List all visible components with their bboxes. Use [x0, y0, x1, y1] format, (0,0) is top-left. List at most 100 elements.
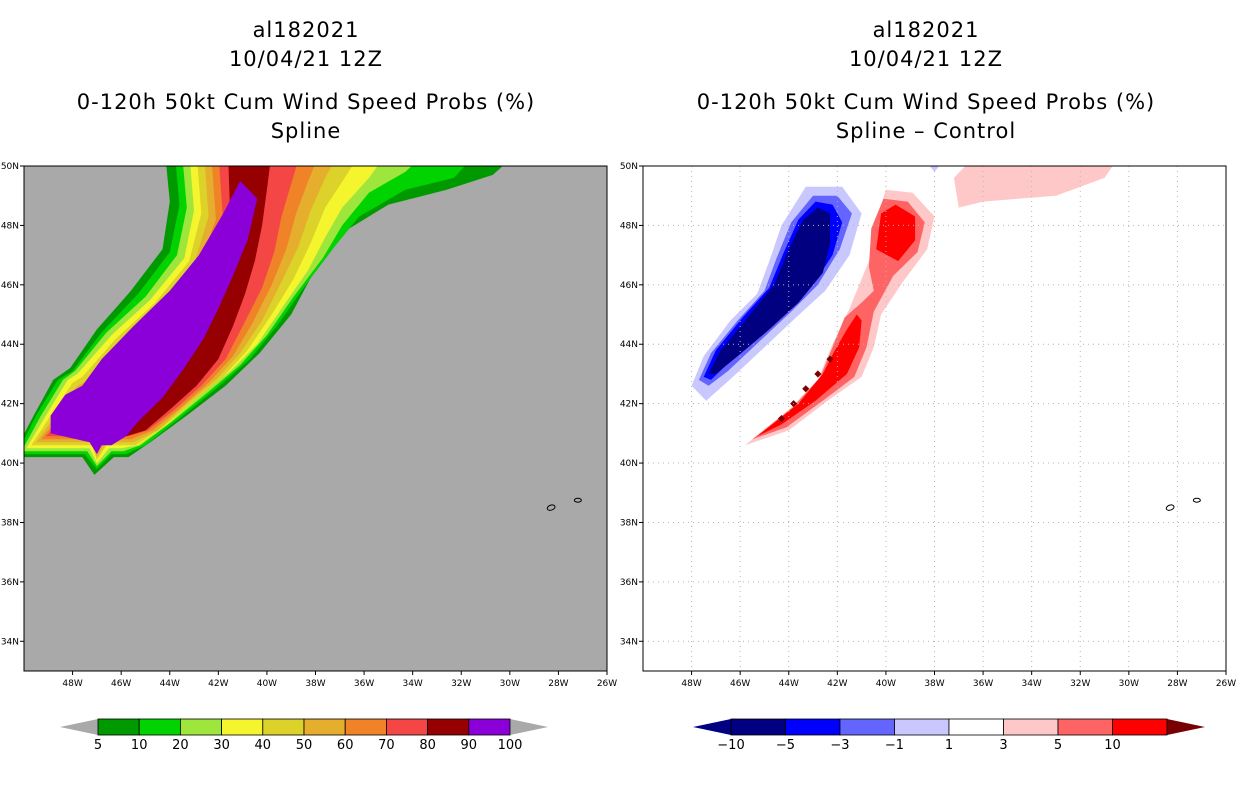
- x-tick-label: 34W: [1021, 679, 1041, 689]
- colorbar-tick-label: 20: [172, 738, 189, 753]
- left-subtitle: Spline: [270, 119, 342, 143]
- colorbar-cell: [385, 718, 428, 736]
- right-init-time: 10/04/21 12Z: [848, 47, 1004, 71]
- left-init-time: 10/04/21 12Z: [228, 47, 384, 71]
- x-tick-label: 44W: [160, 679, 180, 689]
- y-tick-label: 44N: [620, 340, 638, 350]
- colorbar-tick-label: 30: [213, 738, 230, 753]
- y-tick-label: 48N: [1, 221, 19, 231]
- x-tick-label: 42W: [208, 679, 228, 689]
- colorbar-cell: [138, 718, 181, 736]
- y-tick-label: 38N: [620, 518, 638, 528]
- x-tick-label: 44W: [779, 679, 799, 689]
- y-tick-label: 46N: [1, 281, 19, 291]
- colorbar-1: −10 −5 −3 −1 1 3 5 10: [693, 718, 1205, 753]
- x-tick-label: 40W: [876, 679, 896, 689]
- x-tick-label: 46W: [730, 679, 750, 689]
- colorbar-tick-label: −10: [717, 738, 744, 753]
- colorbar-tick-label: 5: [1054, 738, 1062, 753]
- x-tick-label: 38W: [924, 679, 944, 689]
- colorbar-tick-label: −5: [776, 738, 795, 753]
- colorbar-cell: [468, 718, 511, 736]
- colorbar-tick-label: 50: [296, 738, 313, 753]
- right-storm-id: al182021: [872, 18, 980, 42]
- prob-contour-90pct: [50, 180, 258, 455]
- colorbar-cell: [303, 718, 346, 736]
- colorbar-cell: [730, 718, 786, 736]
- right-panel-title: al182021 10/04/21 12Z 0-120h 50kt Cum Wi…: [646, 16, 1206, 146]
- x-tick-label: 42W: [827, 679, 847, 689]
- difference-field: [691, 166, 1113, 446]
- colorbar-cell: [894, 718, 950, 736]
- colorbar-extend-low: [60, 719, 98, 735]
- diff-contour-neg-1-patch: [929, 166, 940, 172]
- island-outline: [573, 497, 582, 503]
- x-tick-label: 48W: [62, 679, 82, 689]
- y-tick-label: 34N: [1, 637, 19, 647]
- colorbar-extend-high: [510, 719, 548, 735]
- colorbar-cell: [179, 718, 222, 736]
- island-outline: [546, 504, 556, 511]
- x-tick-label: 40W: [257, 679, 277, 689]
- y-tick-label: 36N: [620, 578, 638, 588]
- panel-0-plot: [24, 166, 607, 671]
- panel-1-frame: [642, 165, 1227, 672]
- x-tick-label: 26W: [597, 679, 617, 689]
- colorbar-cell: [427, 718, 470, 736]
- colorbar-tick-label: 70: [378, 738, 395, 753]
- y-tick-label: 34N: [620, 637, 638, 647]
- island-outline: [1192, 497, 1201, 503]
- right-subtitle: Spline – Control: [835, 119, 1017, 143]
- x-tick-label: 36W: [354, 679, 374, 689]
- colorbar-tick-label: 10: [131, 738, 148, 753]
- probability-swath: [24, 166, 503, 475]
- y-tick-label: 50N: [620, 162, 638, 172]
- colorbar-tick-label: 3: [999, 738, 1007, 753]
- y-tick-label: 50N: [1, 162, 19, 172]
- x-tick-label: 28W: [1167, 679, 1187, 689]
- x-tick-label: 30W: [1119, 679, 1139, 689]
- x-tick-label: 38W: [305, 679, 325, 689]
- colorbar-cell: [1003, 718, 1059, 736]
- y-tick-label: 38N: [1, 518, 19, 528]
- colorbar-tick-label: −1: [885, 738, 904, 753]
- colorbar-cell: [344, 718, 387, 736]
- left-panel-title: al182021 10/04/21 12Z 0-120h 50kt Cum Wi…: [26, 16, 586, 146]
- colorbar-cell: [948, 718, 1004, 736]
- diff-contour-neg-10: [708, 207, 830, 374]
- diff-contour-pos-max-cell: [777, 414, 785, 423]
- y-tick-label: 44N: [1, 340, 19, 350]
- left-storm-id: al182021: [252, 18, 360, 42]
- colorbar-cell: [1112, 718, 1168, 736]
- colorbar-cell: [785, 718, 841, 736]
- colorbar-extend-low: [693, 719, 731, 735]
- diff-contour-pos-10: [757, 314, 862, 437]
- colorbar-cell: [262, 718, 305, 736]
- y-tick-label: 40N: [620, 459, 638, 469]
- y-tick-label: 42N: [620, 400, 638, 410]
- x-tick-label: 32W: [1070, 679, 1090, 689]
- x-tick-label: 26W: [1216, 679, 1236, 689]
- right-product-title: 0-120h 50kt Cum Wind Speed Probs (%): [696, 90, 1156, 114]
- panel-0-frame: [23, 165, 608, 672]
- x-tick-label: 32W: [451, 679, 471, 689]
- diff-contour-pos-1-patch: [953, 166, 1113, 208]
- x-tick-label: 34W: [402, 679, 422, 689]
- x-tick-label: 28W: [548, 679, 568, 689]
- colorbar-tick-label: 80: [419, 738, 436, 753]
- x-tick-label: 48W: [681, 679, 701, 689]
- colorbar-tick-label: 100: [498, 738, 523, 753]
- colorbar-tick-label: 40: [255, 738, 272, 753]
- diff-contour-pos-3: [752, 198, 925, 440]
- y-tick-label: 42N: [1, 400, 19, 410]
- panel-1-axes: 48W 46W 44W 42W 40W 38W 36W 34W 32W 30W 28W 26W 34N 3…: [620, 162, 1236, 689]
- colorbar-0: 5 10 20 30 40 50 60 70 80 90 100: [60, 718, 548, 753]
- y-tick-label: 36N: [1, 578, 19, 588]
- diff-contour-pos-max-cell: [814, 370, 822, 378]
- diff-contour-pos-max-cell: [826, 355, 834, 363]
- colorbar-cell: [839, 718, 895, 736]
- colorbar-tick-label: 5: [94, 738, 102, 753]
- colorbar-tick-label: 10: [1104, 738, 1121, 753]
- diff-contour-pos-max-cell: [802, 385, 810, 393]
